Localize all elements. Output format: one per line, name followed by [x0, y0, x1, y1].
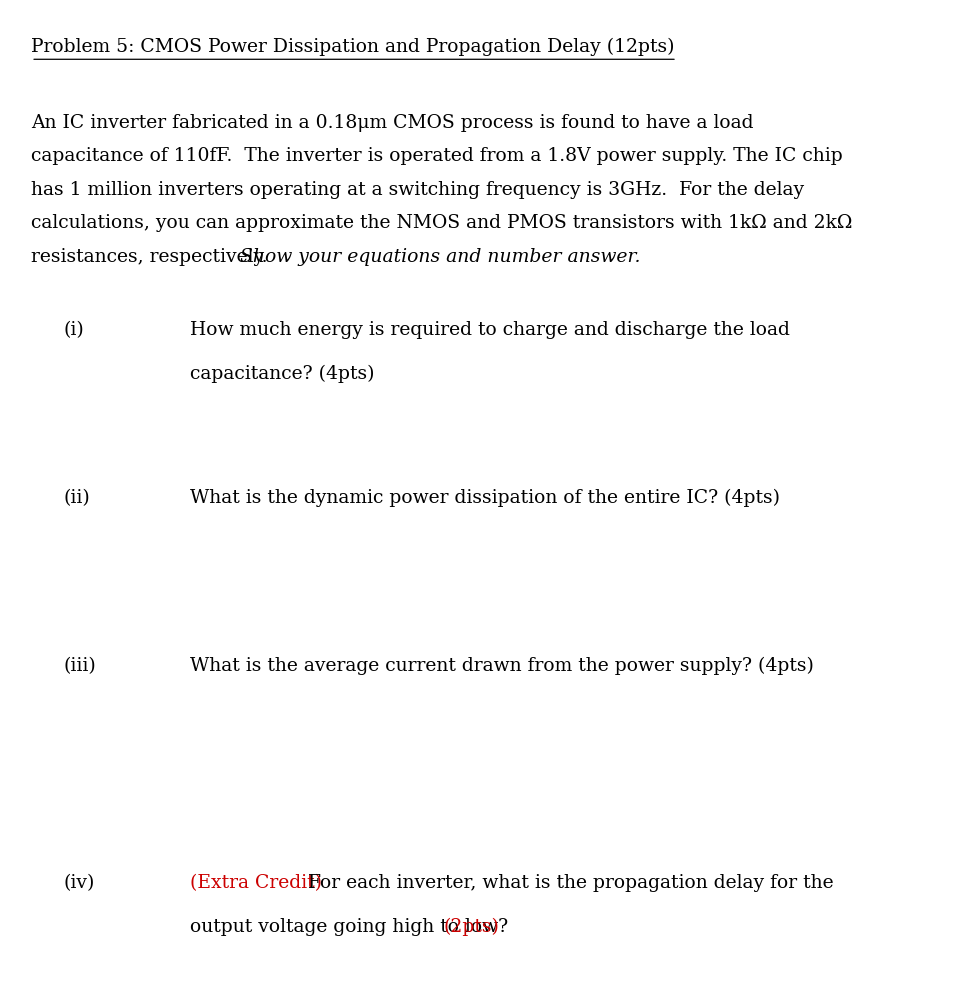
Text: (i): (i) [63, 321, 84, 339]
Text: output voltage going high to low?: output voltage going high to low? [190, 918, 514, 936]
Text: (Extra Credit): (Extra Credit) [190, 874, 322, 892]
Text: What is the dynamic power dissipation of the entire IC? (4pts): What is the dynamic power dissipation of… [190, 489, 780, 507]
Text: What is the average current drawn from the power supply? (4pts): What is the average current drawn from t… [190, 657, 814, 675]
Text: (iii): (iii) [63, 657, 96, 675]
Text: How much energy is required to charge and discharge the load: How much energy is required to charge an… [190, 321, 790, 339]
Text: has 1 million inverters operating at a switching frequency is 3GHz.  For the del: has 1 million inverters operating at a s… [31, 181, 805, 199]
Text: Show your equations and number answer.: Show your equations and number answer. [240, 248, 640, 266]
Text: calculations, you can approximate the NMOS and PMOS transistors with 1kΩ and 2kΩ: calculations, you can approximate the NM… [31, 214, 852, 232]
Text: capacitance of 110fF.  The inverter is operated from a 1.8V power supply. The IC: capacitance of 110fF. The inverter is op… [31, 147, 843, 165]
Text: (iv): (iv) [63, 874, 94, 892]
Text: capacitance? (4pts): capacitance? (4pts) [190, 365, 374, 383]
Text: resistances, respectively.: resistances, respectively. [31, 248, 280, 266]
Text: (2pts): (2pts) [443, 918, 499, 937]
Text: Problem 5: CMOS Power Dissipation and Propagation Delay (12pts): Problem 5: CMOS Power Dissipation and Pr… [31, 38, 675, 55]
Text: An IC inverter fabricated in a 0.18μm CMOS process is found to have a load: An IC inverter fabricated in a 0.18μm CM… [31, 114, 754, 131]
Text: For each inverter, what is the propagation delay for the: For each inverter, what is the propagati… [302, 874, 834, 892]
Text: (ii): (ii) [63, 489, 90, 507]
